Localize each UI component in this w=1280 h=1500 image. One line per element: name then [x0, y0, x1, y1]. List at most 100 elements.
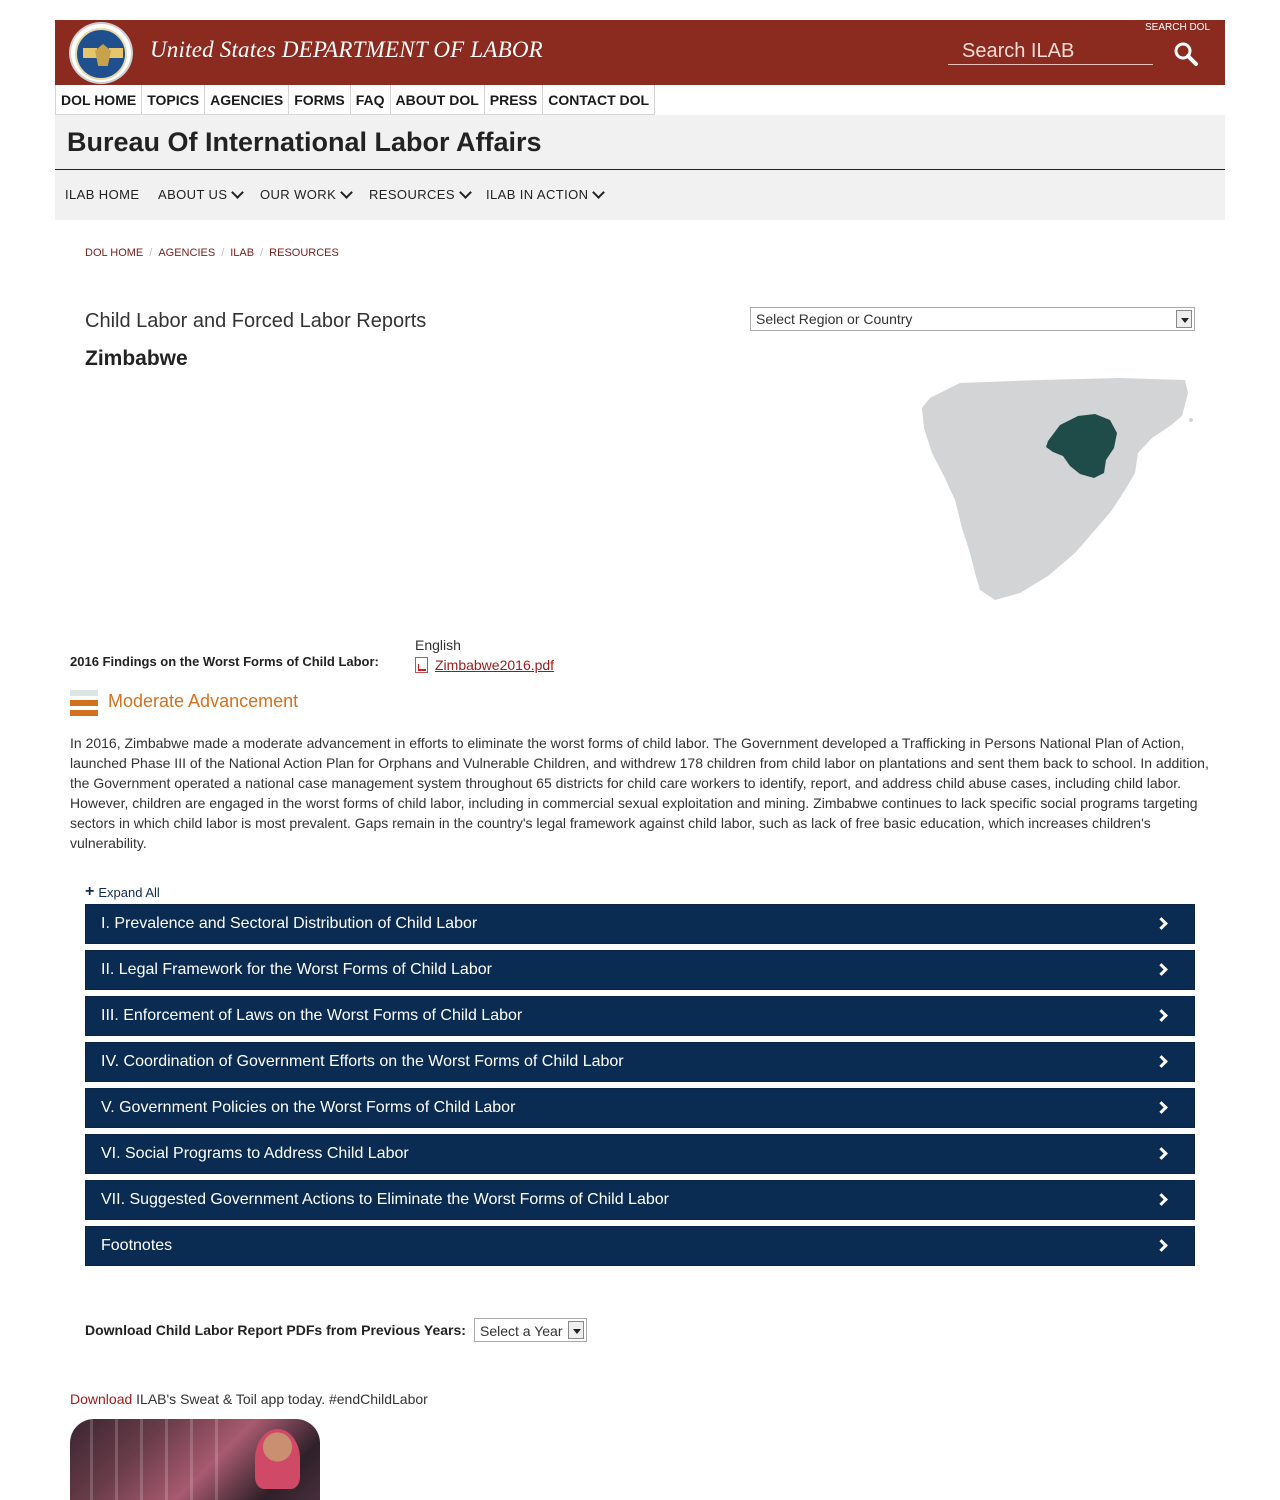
pdf-filename: Zimbabwe2016.pdf [435, 657, 555, 673]
sweat-and-toil-app-image[interactable] [70, 1419, 320, 1500]
dol-seal-logo[interactable] [69, 22, 133, 84]
nav-dol-home[interactable]: DOL HOME [55, 85, 143, 115]
chevron-down-icon [231, 185, 245, 199]
accordion-section-policies[interactable]: V. Government Policies on the Worst Form… [85, 1088, 1195, 1128]
dol-top-nav: DOL HOME TOPICS AGENCIES FORMS FAQ ABOUT… [55, 85, 656, 115]
advancement-assessment: Moderate Advancement [108, 691, 299, 711]
nav-contact-dol[interactable]: CONTACT DOL [543, 85, 656, 115]
image-detail [115, 1419, 118, 1500]
accordion-section-title: VII. Suggested Government Actions to Eli… [101, 1191, 669, 1208]
expand-all-label: Expand All [98, 884, 160, 900]
subnav-label: OUR WORK [260, 187, 337, 202]
accordion-section-coordination[interactable]: IV. Coordination of Government Efforts o… [85, 1042, 1195, 1082]
breadcrumb-dol-home[interactable]: DOL HOME [85, 247, 144, 259]
nav-agencies[interactable]: AGENCIES [205, 85, 290, 115]
bureau-title[interactable]: Bureau Of International Labor Affairs [67, 127, 542, 157]
level-bar-top [70, 690, 98, 696]
nav-about-dol[interactable]: ABOUT DOL [390, 85, 485, 115]
accordion-section-legal-framework[interactable]: II. Legal Framework for the Worst Forms … [85, 950, 1195, 990]
findings-label: 2016 Findings on the Worst Forms of Chil… [70, 654, 379, 669]
accordion-section-title: V. Government Policies on the Worst Form… [101, 1099, 516, 1116]
seal-wing-right [109, 48, 123, 58]
subnav-label: ABOUT US [158, 187, 228, 202]
search-dol-label: SEARCH DOL [1144, 22, 1210, 33]
dropdown-arrow-icon [1176, 310, 1192, 328]
search-box [948, 37, 1153, 65]
search-input[interactable] [948, 37, 1153, 65]
accordion-section-prevalence[interactable]: I. Prevalence and Sectoral Distribution … [85, 904, 1195, 944]
level-bar-bottom [70, 710, 98, 716]
year-select[interactable]: Select a Year [474, 1318, 587, 1342]
page-title: Child Labor and Forced Labor Reports [85, 310, 427, 332]
subnav-label: ILAB IN ACTION [486, 187, 589, 202]
image-detail [165, 1419, 168, 1500]
report-pdf-link[interactable]: Zimbabwe2016.pdf [415, 657, 554, 673]
chevron-right-icon [1155, 1239, 1168, 1252]
subnav-label: ILAB HOME [65, 187, 140, 202]
eagle-icon [95, 44, 111, 66]
image-detail [140, 1419, 143, 1500]
nav-press[interactable]: PRESS [484, 85, 544, 115]
chevron-right-icon [1155, 1193, 1168, 1206]
accordion-section-title: II. Legal Framework for the Worst Forms … [101, 961, 492, 978]
accordion-section-title: VI. Social Programs to Address Child Lab… [101, 1145, 409, 1162]
dropdown-arrow-icon [568, 1321, 584, 1339]
subnav-resources[interactable]: RESOURCES [369, 185, 472, 202]
language-label: English [415, 637, 461, 653]
nav-forms[interactable]: FORMS [289, 85, 351, 115]
agency-title[interactable]: United States DEPARTMENT OF LABOR [150, 37, 543, 62]
site-header: United States DEPARTMENT OF LABOR SEARCH… [55, 20, 1225, 85]
breadcrumb-separator: / [149, 247, 153, 259]
image-detail [215, 1419, 218, 1500]
country-name: Zimbabwe [85, 347, 188, 370]
ilab-sub-nav: ILAB HOME ABOUT US OUR WORK RESOURCES IL… [55, 170, 1225, 220]
search-icon[interactable] [1173, 41, 1199, 67]
breadcrumb-resources[interactable]: RESOURCES [269, 247, 339, 259]
report-sections-accordion: I. Prevalence and Sectoral Distribution … [85, 904, 1195, 1272]
accordion-section-social-programs[interactable]: VI. Social Programs to Address Child Lab… [85, 1134, 1195, 1174]
accordion-section-title: III. Enforcement of Laws on the Worst Fo… [101, 1007, 523, 1024]
seal-emblem [75, 28, 127, 80]
chevron-right-icon [1155, 1009, 1168, 1022]
chevron-right-icon [1155, 917, 1168, 930]
zimbabwe-highlight [1046, 414, 1117, 478]
accordion-section-title: Footnotes [101, 1237, 173, 1254]
nav-faq[interactable]: FAQ [350, 85, 391, 115]
subnav-our-work[interactable]: OUR WORK [260, 185, 354, 202]
accordion-section-enforcement[interactable]: III. Enforcement of Laws on the Worst Fo… [85, 996, 1195, 1036]
bureau-banner: Bureau Of International Labor Affairs [55, 115, 1225, 170]
breadcrumb-agencies[interactable]: AGENCIES [158, 247, 216, 259]
chevron-right-icon [1155, 1147, 1168, 1160]
level-bar-middle [70, 700, 98, 706]
child-figure [255, 1429, 300, 1489]
accordion-section-suggested-actions[interactable]: VII. Suggested Government Actions to Eli… [85, 1180, 1195, 1220]
southern-africa-region [922, 378, 1188, 600]
breadcrumb-ilab[interactable]: ILAB [230, 247, 255, 259]
subnav-ilab-home[interactable]: ILAB HOME [65, 187, 139, 202]
breadcrumb-separator: / [260, 247, 264, 259]
seal-wing-left [83, 48, 97, 58]
accordion-section-footnotes[interactable]: Footnotes [85, 1226, 1195, 1266]
advancement-level-icon [70, 690, 98, 718]
previous-years-label: Download Child Labor Report PDFs from Pr… [85, 1322, 466, 1338]
chevron-right-icon [1155, 1101, 1168, 1114]
subnav-label: RESOURCES [369, 187, 455, 202]
image-detail [90, 1419, 93, 1500]
app-download-link[interactable]: Download [70, 1391, 133, 1407]
plus-icon: + [85, 883, 95, 900]
year-select-value: Select a Year [480, 1323, 563, 1339]
southern-africa-map [922, 378, 1193, 600]
pdf-icon [415, 657, 428, 673]
chevron-down-icon [340, 185, 354, 199]
region-select-value: Select Region or Country [756, 311, 913, 327]
findings-summary: In 2016, Zimbabwe made a moderate advanc… [70, 735, 1209, 851]
app-promo: Download ILAB's Sweat & Toil app today. … [70, 1391, 428, 1407]
breadcrumb-separator: / [221, 247, 225, 259]
accordion-section-title: I. Prevalence and Sectoral Distribution … [101, 915, 478, 932]
subnav-ilab-in-action[interactable]: ILAB IN ACTION [486, 185, 606, 202]
expand-all-button[interactable]: + Expand All [85, 883, 160, 901]
subnav-about-us[interactable]: ABOUT US [158, 185, 245, 202]
nav-topics[interactable]: TOPICS [142, 85, 206, 115]
region-country-select[interactable]: Select Region or Country [750, 307, 1195, 331]
chevron-right-icon [1155, 1055, 1168, 1068]
